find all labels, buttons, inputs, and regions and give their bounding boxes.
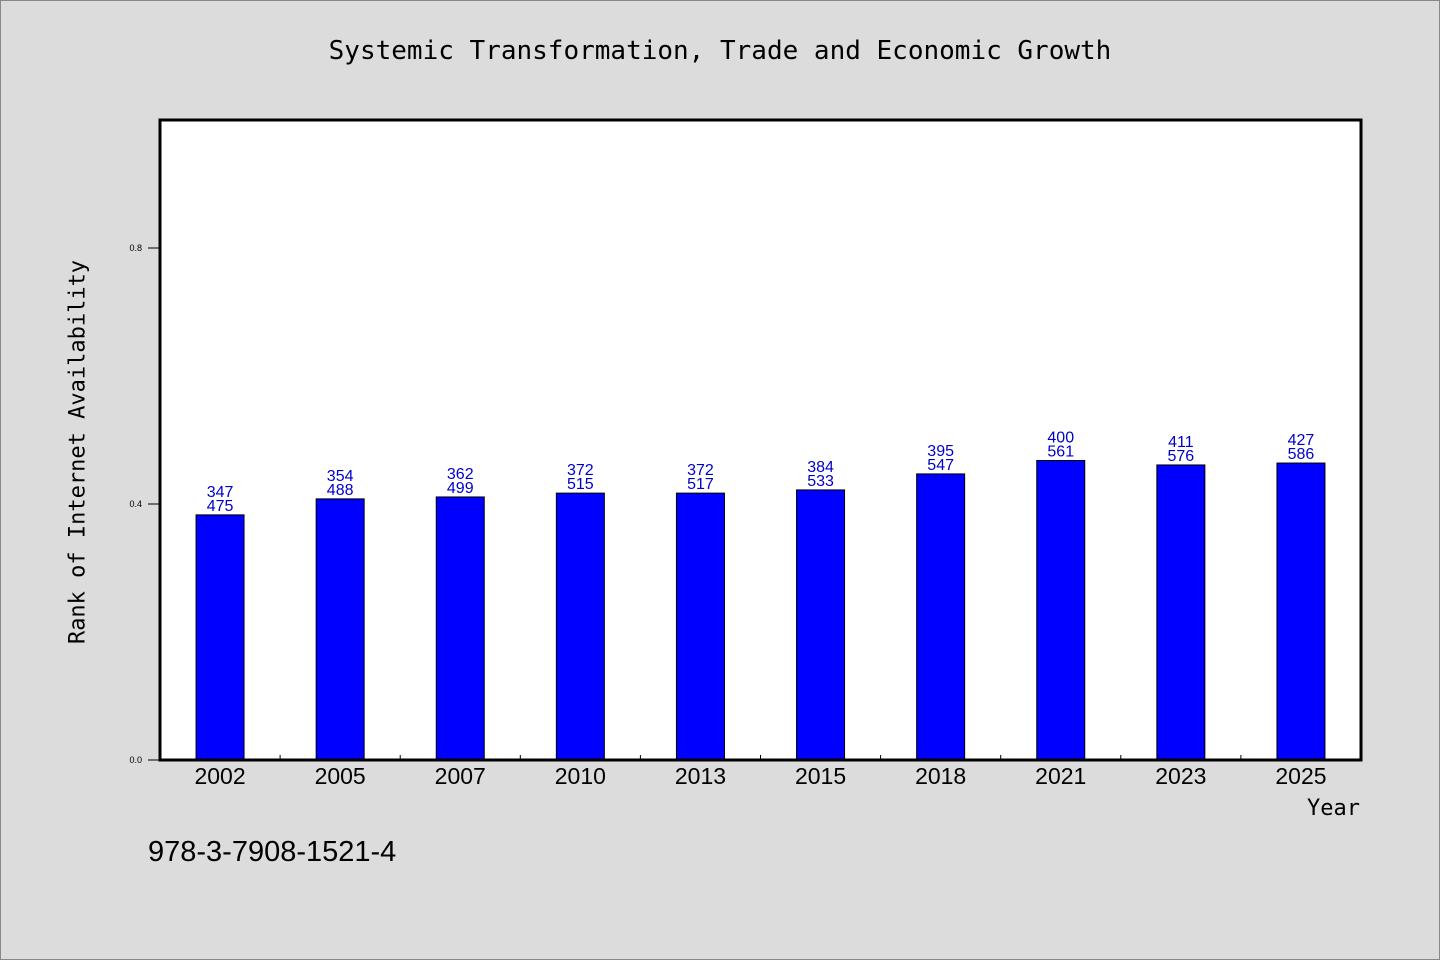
x-axis-label: Year [1307,796,1360,821]
x-tick-label-2021: 2021 [1035,763,1086,789]
x-tick-label-2025: 2025 [1275,763,1326,789]
bar-2023 [1156,464,1206,761]
bar-label-top-2002: 347 [207,484,234,501]
x-tick-label-2023: 2023 [1155,763,1206,789]
x-tick-label-2007: 2007 [435,763,486,789]
bar-2005 [315,498,365,761]
bar-label-top-2010: 372 [567,462,594,479]
bar-label-bottom-2015: 533 [807,473,834,490]
bar-2013 [675,492,725,761]
chart-title: Systemic Transformation, Trade and Econo… [328,36,1112,66]
y-axis-label: Rank of Internet Availability [65,259,91,645]
y-tick-label-2: 0.8 [129,243,142,253]
bar-2010 [555,492,605,761]
x-tick-label-2018: 2018 [915,763,966,789]
x-tick-label-2015: 2015 [795,763,846,789]
x-tick-label-2013: 2013 [675,763,726,789]
bar-label-bottom-2023: 576 [1167,448,1194,465]
bar-label-top-2021: 400 [1047,429,1074,446]
bar-label-top-2013: 372 [687,462,714,479]
bar-2025 [1276,462,1326,761]
bar-label-bottom-2007: 499 [447,480,474,497]
bar-label-bottom-2025: 586 [1288,446,1315,463]
bar-label-top-2023: 411 [1168,434,1194,451]
bar-2021 [1036,459,1086,761]
bar-label-bottom-2010: 515 [567,476,594,493]
bar-2002 [195,514,245,761]
bar-label-bottom-2002: 475 [207,498,234,515]
bar-label-top-2025: 427 [1288,432,1315,449]
isbn-label: 978-3-7908-1521-4 [148,836,397,868]
bar-label-bottom-2018: 547 [927,457,954,474]
bar-label-bottom-2013: 517 [687,476,714,493]
x-tick-label-2010: 2010 [555,763,606,789]
bar-label-bottom-2005: 488 [327,482,354,499]
x-tick-label-2002: 2002 [194,763,245,789]
bar-label-top-2015: 384 [807,459,834,476]
bar-label-top-2018: 395 [927,443,954,460]
bar-label-top-2005: 354 [327,468,354,485]
bar-label-top-2007: 362 [447,466,474,483]
y-tick-label-0: 0.0 [129,755,142,765]
bar-2015 [796,489,846,761]
y-tick-label-1: 0.4 [129,499,142,509]
plot-border [158,118,1363,762]
x-tick-label-2005: 2005 [315,763,366,789]
bar-2007 [435,496,485,761]
bar-label-bottom-2021: 561 [1047,443,1074,460]
bar-2018 [916,473,966,761]
